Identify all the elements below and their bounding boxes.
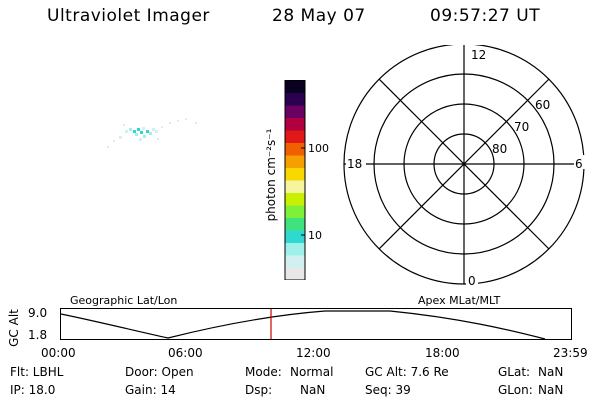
colorbar-cell: [285, 242, 305, 256]
timeline-axis-label: GC Alt: [7, 309, 21, 347]
orbit-altitude-plot: [60, 308, 572, 340]
colorbar-cell: [285, 192, 305, 206]
seq-status: Seq: 39: [365, 383, 411, 397]
colorbar-unit-wrap: photon cm⁻²s⁻¹: [261, 100, 281, 250]
timeline-tick-0600: 06:00: [168, 346, 203, 360]
glat-value: NaN: [538, 365, 564, 379]
colorbar-cell: [285, 80, 305, 93]
colorbar-cell: [285, 255, 305, 268]
time-label: 09:57:27 UT: [430, 6, 541, 26]
timeline-tick-1800: 18:00: [425, 346, 460, 360]
colorbar-frame: [284, 80, 306, 280]
mlt-label-noon: 12: [471, 48, 486, 62]
colorbar-tick-label-10: 10: [308, 229, 322, 242]
gain-status: Gain: 14: [125, 383, 176, 397]
colorbar-cell: [285, 142, 305, 156]
mode-label: Mode:: [245, 365, 282, 379]
colorbar-cell: [285, 167, 305, 181]
colorbar-cell: [285, 105, 305, 118]
timeline-axis-wrap: GC Alt: [6, 308, 22, 348]
date-label: 28 May 07: [272, 6, 366, 26]
timeline-frame: [60, 308, 572, 340]
dsp-value: NaN: [300, 383, 326, 397]
polar-diagonal-2: [378, 78, 550, 250]
colorbar-cell: [285, 180, 305, 193]
colorbar-gradient: [285, 80, 305, 280]
colorbar-cell: [285, 267, 305, 280]
colorbar: 100 10: [284, 80, 329, 280]
uv-image-panel: [107, 118, 197, 148]
door-status: Door: Open: [125, 365, 194, 379]
colorbar-cell: [285, 130, 305, 143]
timeline-y-max: 9.0: [28, 306, 48, 320]
colorbar-unit-label: photon cm⁻²s⁻¹: [264, 128, 278, 222]
timeline-apex-title: Apex MLat/MLT: [418, 294, 501, 307]
colorbar-cell: [285, 205, 305, 218]
timeline-y-min: 1.8: [28, 328, 48, 342]
mlt-label-midnight: 0: [468, 274, 476, 288]
aurora-emission: [107, 118, 197, 148]
timeline-tick-0000: 00:00: [41, 346, 76, 360]
glon-value: NaN: [538, 383, 564, 397]
mlt-label-dawn: 6: [575, 157, 583, 171]
dsp-label: Dsp:: [245, 383, 273, 397]
instrument-title: Ultraviolet Imager: [47, 6, 210, 26]
mode-value: Normal: [290, 365, 334, 379]
colorbar-cell: [285, 217, 305, 231]
mlt-label-dusk: 18: [347, 157, 362, 171]
polar-mlt-plot: 12 18 6 0 60 70 80: [343, 45, 586, 288]
ip-status: IP: 18.0: [10, 383, 56, 397]
filter-status: Flt: LBHL: [10, 365, 64, 379]
lat-label-60: 60: [535, 98, 550, 112]
timeline-tick-2359: 23:59: [553, 346, 588, 360]
timeline-tick-1200: 12:00: [296, 346, 331, 360]
colorbar-cell: [285, 117, 305, 131]
gc-alt-status: GC Alt: 7.6 Re: [365, 365, 449, 379]
colorbar-tick-label-100: 100: [308, 142, 329, 155]
glat-label: GLat:: [498, 365, 531, 379]
lat-label-70: 70: [514, 120, 529, 134]
glon-label: GLon:: [498, 383, 533, 397]
timeline-geo-title: Geographic Lat/Lon: [70, 294, 178, 307]
colorbar-cell: [285, 155, 305, 168]
lat-label-80: 80: [492, 142, 507, 156]
orbit-altitude-curve: [60, 310, 546, 340]
colorbar-cell: [285, 230, 305, 243]
colorbar-cell: [285, 92, 305, 106]
